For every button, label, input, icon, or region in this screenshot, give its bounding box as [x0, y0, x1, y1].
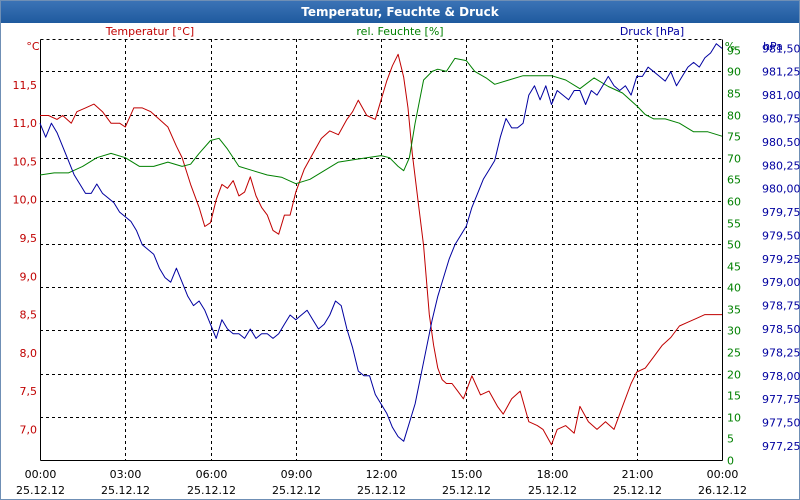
x-tick-date-label: 25.12.12: [528, 484, 577, 497]
x-tick-time-label: 03:00: [110, 468, 142, 481]
temperature-series-line: [40, 53, 722, 446]
humidity-tick-label: 55: [727, 218, 741, 231]
pressure-tick-label: 979,25: [762, 253, 800, 266]
x-tick-time-label: 00:00: [707, 468, 739, 481]
pressure-tick-label: 980,25: [762, 159, 800, 172]
pressure-tick-label: 981,50: [762, 42, 800, 55]
x-tick-date-label: 25.12.12: [16, 484, 65, 497]
temperature-axis-title: Temperatur [°C]: [105, 25, 194, 38]
pressure-series-line: [39, 43, 723, 442]
humidity-axis-title: rel. Feuchte [%]: [356, 25, 443, 38]
humidity-tick-label: 40: [727, 282, 741, 295]
x-tick-time-label: 12:00: [366, 468, 398, 481]
pressure-tick-label: 979,75: [762, 206, 800, 219]
x-tick-time-label: 06:00: [196, 468, 228, 481]
humidity-tick-label: 20: [727, 369, 741, 382]
humidity-tick-label: 75: [727, 131, 741, 144]
x-tick-date-label: 25.12.12: [613, 484, 662, 497]
pressure-tick-label: 978,50: [762, 323, 800, 336]
humidity-series-line: [39, 57, 723, 185]
temperature-tick-label: 11,5: [13, 79, 38, 92]
pressure-tick-label: 979,00: [762, 276, 800, 289]
x-tick-date-label: 25.12.12: [357, 484, 406, 497]
temperature-tick-label: 10,0: [13, 194, 38, 207]
pressure-tick-label: 978,00: [762, 370, 800, 383]
pressure-tick-label: 978,25: [762, 346, 800, 359]
x-tick-time-label: 09:00: [281, 468, 313, 481]
temperature-tick-label: 9,0: [20, 270, 38, 283]
pressure-tick-label: 977,25: [762, 440, 800, 453]
pressure-tick-label: 981,00: [762, 89, 800, 102]
x-tick-date-label: 25.12.12: [187, 484, 236, 497]
humidity-tick-label: 15: [727, 390, 741, 403]
humidity-tick-label: 35: [727, 304, 741, 317]
x-tick-date-label: 26.12.12: [698, 484, 747, 497]
humidity-tick-label: 25: [727, 347, 741, 360]
temperature-tick-label: 10,5: [13, 155, 38, 168]
pressure-tick-label: 980,00: [762, 183, 800, 196]
humidity-tick-label: 85: [727, 88, 741, 101]
temperature-tick-label: 9,5: [20, 232, 38, 245]
humidity-tick-label: 90: [727, 66, 741, 79]
pressure-unit-label: hPa: [763, 40, 783, 53]
pressure-tick-label: 980,75: [762, 113, 800, 126]
humidity-tick-label: 30: [727, 325, 741, 338]
temperature-unit-label: °C: [26, 40, 40, 53]
pressure-axis-title: Druck [hPa]: [620, 25, 684, 38]
humidity-tick-label: 70: [727, 153, 741, 166]
humidity-tick-label: 45: [727, 261, 741, 274]
gridlines: [40, 39, 722, 460]
pressure-tick-label: 981,25: [762, 66, 800, 79]
window-title: Temperatur, Feuchte & Druck: [1, 1, 799, 23]
pressure-tick-label: 977,75: [762, 393, 800, 406]
humidity-tick-label: 0: [727, 455, 734, 468]
pressure-tick-label: 979,50: [762, 229, 800, 242]
humidity-tick-label: 95: [727, 45, 741, 58]
temperature-tick-label: 7,5: [20, 385, 38, 398]
x-tick-date-label: 25.12.12: [272, 484, 321, 497]
x-tick-date-label: 25.12.12: [442, 484, 491, 497]
humidity-tick-label: 65: [727, 174, 741, 187]
humidity-tick-label: 60: [727, 196, 741, 209]
x-tick-time-label: 18:00: [537, 468, 569, 481]
temperature-tick-label: 7,0: [20, 423, 38, 436]
humidity-unit-label: %: [725, 40, 735, 53]
humidity-tick-label: 10: [727, 412, 741, 425]
temperature-tick-label: 8,5: [20, 309, 38, 322]
temperature-tick-label: 11,0: [13, 117, 38, 130]
pressure-tick-label: 977,50: [762, 417, 800, 430]
x-tick-time-label: 15:00: [451, 468, 483, 481]
x-tick-date-label: 25.12.12: [101, 484, 150, 497]
x-tick-time-label: 21:00: [622, 468, 654, 481]
humidity-tick-label: 5: [727, 433, 734, 446]
humidity-tick-label: 50: [727, 239, 741, 252]
x-tick-time-label: 00:00: [25, 468, 57, 481]
temperature-tick-label: 8,0: [20, 347, 38, 360]
humidity-tick-label: 80: [727, 110, 741, 123]
pressure-tick-label: 978,75: [762, 300, 800, 313]
pressure-tick-label: 980,50: [762, 136, 800, 149]
